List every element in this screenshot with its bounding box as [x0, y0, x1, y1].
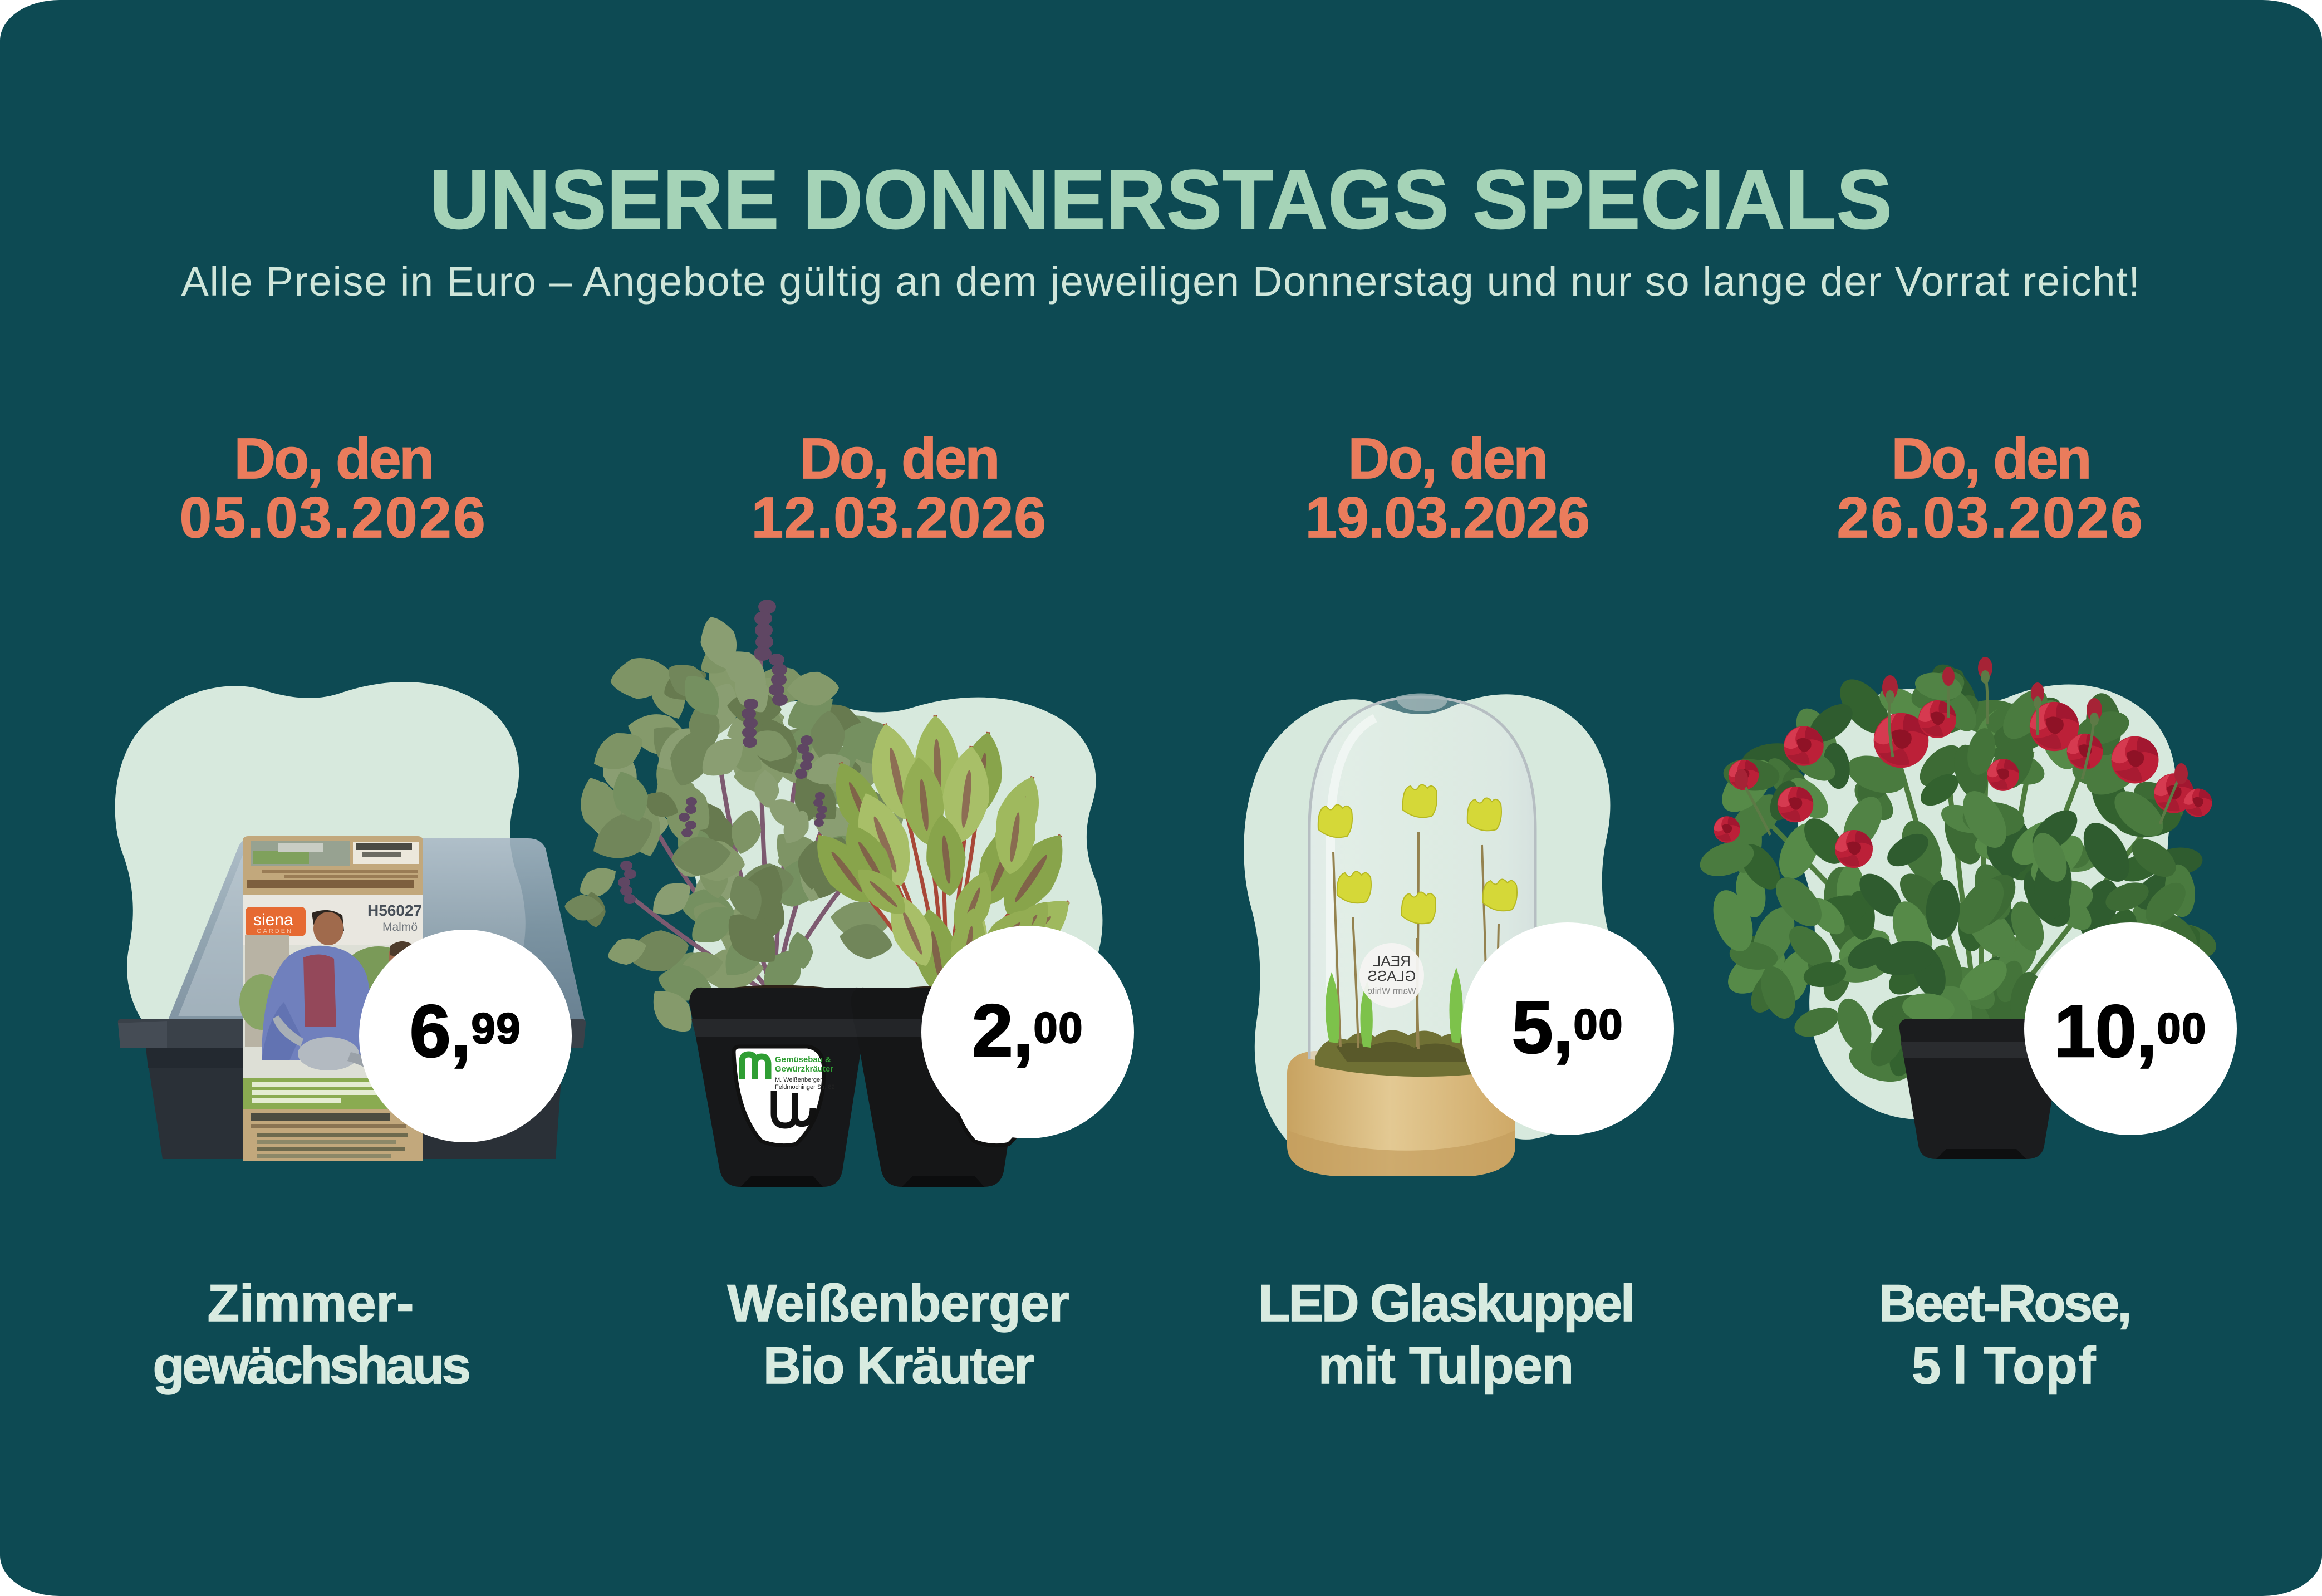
svg-text:M. Weißenberger: M. Weißenberger — [775, 1077, 822, 1083]
svg-text:GARDEN: GARDEN — [257, 928, 293, 935]
svg-text:siena: siena — [253, 911, 293, 929]
svg-text:Gewürzkräuter: Gewürzkräuter — [775, 1064, 833, 1074]
svg-text:Malmö: Malmö — [382, 921, 418, 934]
svg-text:Feldmochinger Str. 82: Feldmochinger Str. 82 — [775, 1084, 835, 1091]
svg-text:GLASS: GLASS — [1368, 968, 1416, 984]
svg-text:H56027: H56027 — [367, 902, 422, 919]
svg-text:Warm White: Warm White — [1367, 986, 1416, 996]
svg-text:Gemüsebau &: Gemüsebau & — [775, 1055, 831, 1064]
svg-text:REAL: REAL — [1373, 952, 1411, 969]
